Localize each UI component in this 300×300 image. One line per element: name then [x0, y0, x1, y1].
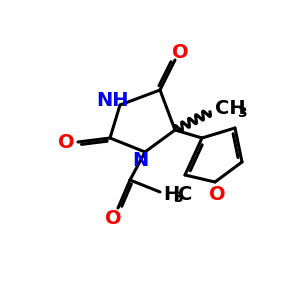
Text: 3: 3: [237, 106, 247, 120]
Text: 3: 3: [173, 191, 183, 205]
Text: O: O: [209, 184, 225, 203]
Text: H: H: [163, 184, 179, 203]
Text: N: N: [132, 151, 148, 169]
Text: CH: CH: [215, 100, 246, 118]
Text: NH: NH: [96, 91, 128, 110]
Text: O: O: [105, 208, 121, 227]
Text: C: C: [178, 184, 192, 203]
Text: O: O: [172, 43, 188, 61]
Text: O: O: [58, 133, 74, 152]
